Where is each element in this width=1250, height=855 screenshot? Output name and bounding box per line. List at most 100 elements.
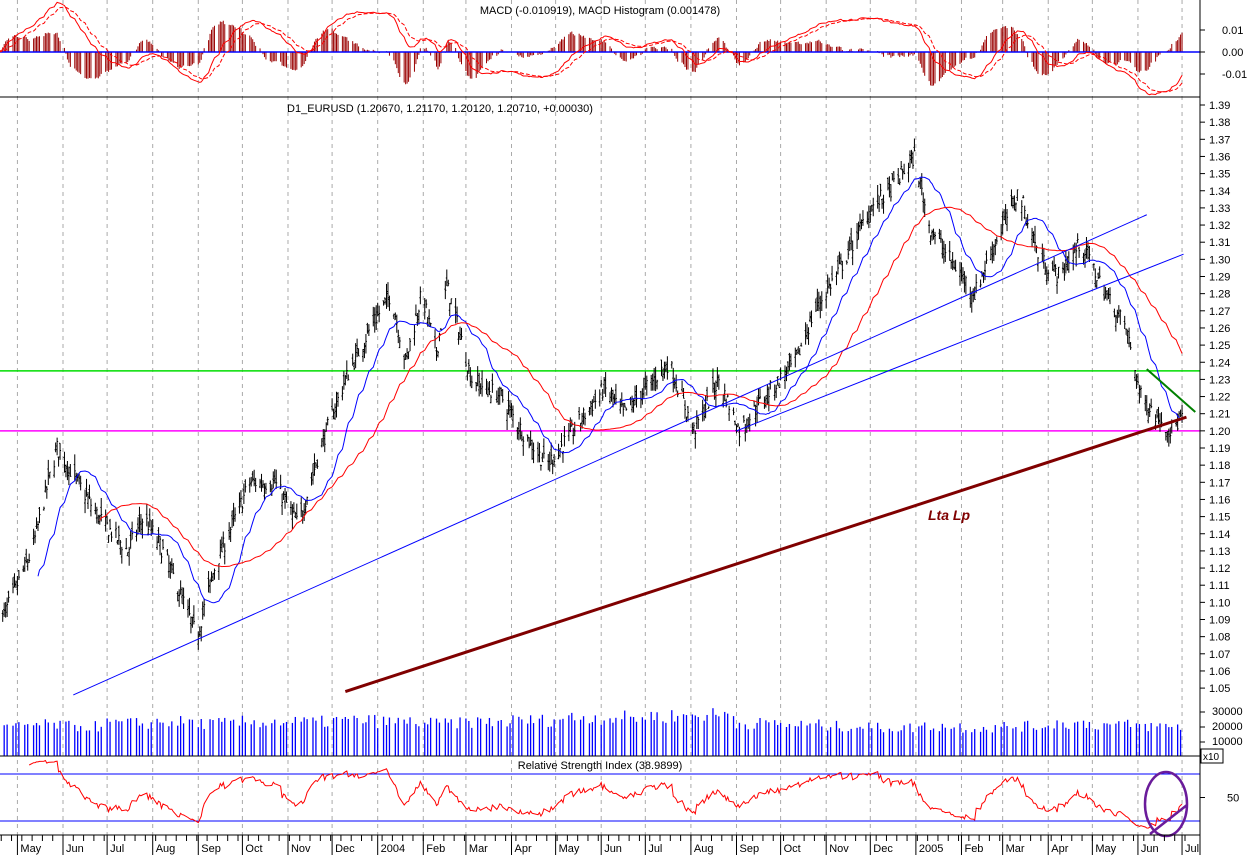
price-bar [573,421,576,437]
price-bar [634,385,637,406]
price-bar [707,406,710,409]
price-bar [1085,236,1088,259]
price-bar [361,348,364,362]
price-bar [385,283,388,309]
price-bar [673,377,676,389]
price-bar [481,370,484,397]
price-bar [975,274,978,294]
price-bar [950,260,953,269]
price-bar [314,462,317,469]
price-bar [845,260,848,265]
price-tick-label: 1.26 [1209,323,1230,335]
price-bar [785,366,788,382]
price-bar [210,571,213,583]
price-tick-label: 1.22 [1209,392,1230,404]
price-tick-label: 1.28 [1209,289,1230,301]
price-bar [160,552,163,564]
x-tick-label: Jun [604,843,622,855]
price-bar [664,361,667,373]
price-bar [151,518,154,535]
price-bar [1117,305,1120,318]
price-tick-label: 1.16 [1209,494,1230,506]
price-bar [12,577,15,594]
price-bar [241,505,244,514]
price-bar [414,304,417,317]
price-bar [1123,315,1126,329]
price-bar [313,453,316,476]
price-bar [820,291,823,312]
price-bar [138,506,141,533]
rsi-panel [0,759,1200,838]
moving-average-line [37,176,1183,604]
price-bar [23,556,26,572]
price-bar [572,427,575,445]
price-bar [388,295,391,311]
x-tick-label: Oct [784,843,801,855]
price-bar [78,473,81,485]
price-bar [423,297,426,320]
price-bar [723,383,726,402]
price-tick-label: 1.19 [1209,443,1230,455]
price-bar [179,580,182,595]
price-bar [384,297,387,305]
price-bar [1125,328,1128,335]
price-bar [125,537,128,550]
price-bar [273,469,276,484]
price-bar [407,351,410,360]
price-bar [129,530,132,549]
price-bar [563,425,566,447]
price-bar [538,442,541,463]
price-bar [1031,227,1034,248]
price-bar [631,395,634,413]
price-bar [54,442,57,453]
price-bar [382,300,385,306]
x-tick-label: Feb [964,843,983,855]
price-bar [1051,260,1054,271]
price-bar [948,241,951,261]
price-bar [889,184,892,202]
price-bar [1116,309,1119,323]
price-bar [282,491,285,501]
price-bar [467,359,470,375]
price-bar [814,298,817,313]
price-bar [281,493,284,516]
price-bar [223,543,226,565]
price-bar [559,448,562,458]
price-tick-label: 1.38 [1209,117,1230,129]
price-bar [734,420,737,426]
price-bar [775,384,778,399]
volume-panel [3,708,1182,756]
price-bar [869,205,872,224]
price-bar [316,459,319,469]
price-bar [6,597,9,618]
price-bar [684,400,687,419]
x-tick-label: May [1095,843,1116,855]
price-bar [500,387,503,396]
price-bar [670,360,673,369]
price-bar [922,192,925,213]
price-bar [234,507,237,522]
price-bar [106,515,109,525]
price-bar [726,394,729,398]
price-bar [520,431,523,442]
price-tick-label: 1.09 [1209,615,1230,627]
price-bar [654,366,657,392]
price-bar [645,375,648,396]
price-tick-label: 1.23 [1209,374,1230,386]
price-tick-label: 1.32 [1209,220,1230,232]
price-bar [732,407,735,416]
price-bar [188,597,191,616]
price-bar [970,291,973,313]
price-tick-label: 1.05 [1209,683,1230,695]
price-bar [320,438,323,448]
price-bar [903,163,906,175]
price-bar [1135,374,1138,389]
price-bar [356,338,359,358]
price-bar [522,436,525,456]
price-bar [551,459,554,475]
price-bar [445,269,448,287]
price-bar [413,324,416,346]
price-bar [479,383,482,395]
grid [16,0,1183,835]
volume-multiplier-box [1200,748,1224,764]
